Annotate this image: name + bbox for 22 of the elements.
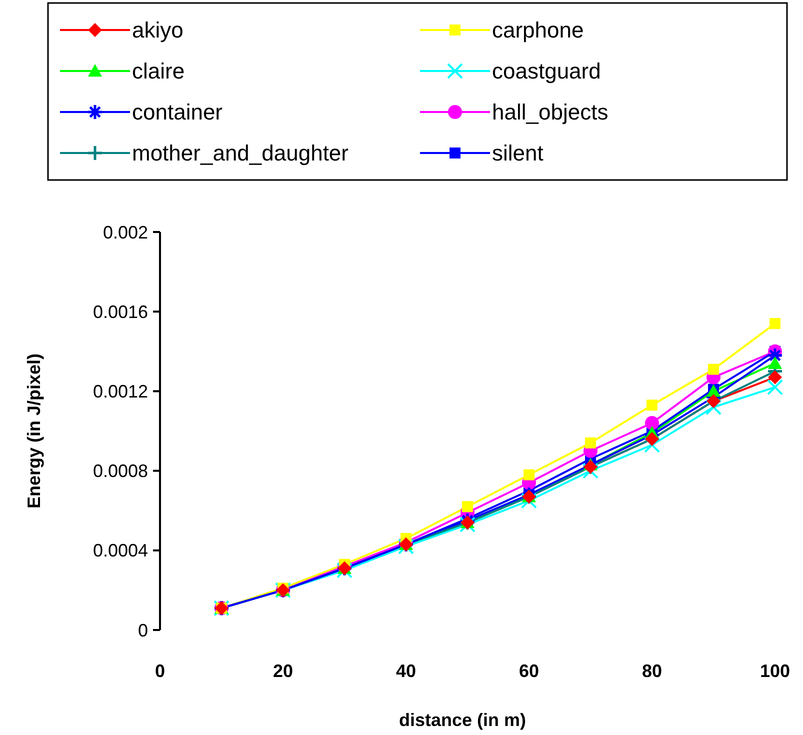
y-tick-label: 0.0016 [92,302,148,322]
legend-label: claire [132,58,185,84]
y-axis-title: Energy (in J/pixel) [24,353,44,509]
x-tick-label: 80 [642,661,662,681]
x-tick-label: 100 [760,661,790,681]
y-tick-label: 0 [138,620,148,640]
legend-label: container [132,100,223,125]
y-tick-label: 0.0012 [92,382,148,402]
legend-label: mother_and_daughter [132,140,348,166]
legend-label: coastguard [492,58,601,84]
legend-label: akiyo [132,18,184,43]
y-tick-label: 0.0008 [92,461,148,482]
x-tick-label: 40 [396,661,416,681]
y-tick-label: 0.0004 [92,540,148,561]
x-tick-label: 60 [518,661,540,681]
legend-label: carphone [492,18,584,43]
y-tick-label: 0.002 [102,222,148,242]
x-tick-label: 0 [154,661,166,681]
x-tick-label: 20 [272,661,294,681]
x-axis-title: distance (in m) [398,710,526,730]
legend-label: silent [492,140,544,166]
legend-label: hall_objects [492,100,608,125]
